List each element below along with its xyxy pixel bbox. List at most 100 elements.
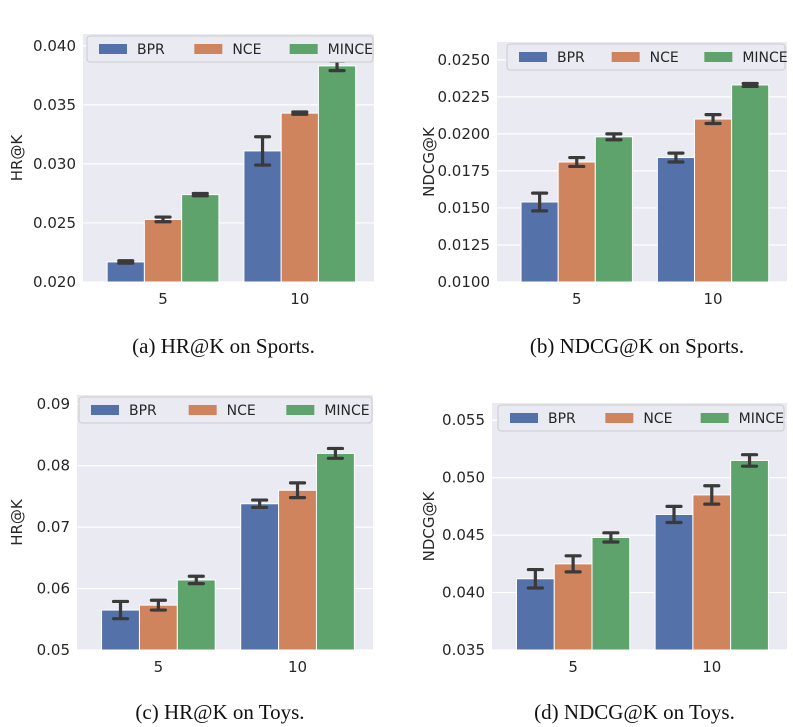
error-bar xyxy=(703,484,721,506)
error-bar xyxy=(111,599,130,621)
y-tick-label: 0.040 xyxy=(442,584,485,602)
chart-panel-0: 0.020 0.025 0.030 0.035 0.040 5 10 HR@K BPR NCE MI… xyxy=(8,34,374,358)
y-tick-label: 0.035 xyxy=(33,96,76,114)
x-tick-label: 5 xyxy=(572,290,582,308)
legend-box xyxy=(86,35,374,63)
y-tick-label: 0.05 xyxy=(37,641,70,659)
legend-label-bpr: BPR xyxy=(557,50,585,66)
legend-swatch-nce xyxy=(188,405,217,415)
error-bar xyxy=(187,574,205,586)
legend-swatch-bpr xyxy=(99,44,127,54)
bar-nce-10 xyxy=(280,112,319,283)
y-tick-label: 0.0100 xyxy=(438,273,491,291)
legend-label-nce: NCE xyxy=(232,42,261,58)
y-axis-label: NDCG@K xyxy=(420,490,438,561)
error-bar xyxy=(326,446,345,460)
bar-bpr-5 xyxy=(520,201,559,283)
panel-caption: (c) HR@K on Toys. xyxy=(135,700,304,724)
legend-label-nce: NCE xyxy=(643,411,672,427)
bar-mince-5 xyxy=(176,579,216,651)
bar-bpr-10 xyxy=(240,503,280,651)
bar-mince-5 xyxy=(591,536,631,651)
error-bar xyxy=(602,531,620,544)
bar-nce-5 xyxy=(557,161,596,283)
legend: BPR NCE MINCE xyxy=(497,404,785,432)
error-bar xyxy=(526,567,544,590)
y-tick-label: 0.08 xyxy=(37,457,70,475)
bar-bpr-10 xyxy=(243,150,282,283)
legend-swatch-nce xyxy=(194,44,223,54)
bar-nce-5 xyxy=(143,218,183,283)
y-tick-label: 0.06 xyxy=(37,580,70,598)
legend-label-mince: MINCE xyxy=(742,50,787,66)
chart-panel-1: 0.0100 0.0125 0.0150 0.0175 0.0200 0.0225 0.02… xyxy=(420,42,788,358)
y-tick-label: 0.045 xyxy=(442,526,485,544)
y-tick-label: 0.025 xyxy=(33,214,76,232)
legend: BPR NCE MINCE xyxy=(506,43,788,71)
x-tick-label: 10 xyxy=(704,290,723,308)
legend-label-mince: MINCE xyxy=(324,403,369,419)
y-tick-label: 0.040 xyxy=(33,37,76,55)
x-tick-label: 10 xyxy=(288,658,307,676)
y-axis-label: HR@K xyxy=(8,134,26,182)
panel-caption: (b) NDCG@K on Sports. xyxy=(530,334,744,358)
panel-caption: (a) HR@K on Sports. xyxy=(132,334,315,358)
y-tick-label: 0.035 xyxy=(442,641,485,659)
error-bar xyxy=(704,112,722,126)
error-bar xyxy=(564,554,582,574)
legend-swatch-bpr xyxy=(519,52,547,62)
bar-nce-5 xyxy=(553,563,593,651)
error-bar xyxy=(665,504,683,525)
x-tick-label: 5 xyxy=(568,658,578,676)
error-bar xyxy=(253,135,272,167)
bar-mince-10 xyxy=(731,84,770,283)
bar-mince-5 xyxy=(181,194,220,283)
y-tick-label: 0.030 xyxy=(33,155,76,173)
legend-swatch-mince xyxy=(289,44,318,54)
legend-label-mince: MINCE xyxy=(328,42,373,58)
panel-caption: (d) NDCG@K on Toys. xyxy=(534,700,735,724)
legend-box xyxy=(506,43,786,71)
legend-label-bpr: BPR xyxy=(129,403,157,419)
legend-swatch-nce xyxy=(611,52,640,62)
bar-bpr-10 xyxy=(654,513,694,651)
legend-swatch-bpr xyxy=(510,413,538,423)
bar-mince-10 xyxy=(730,459,769,651)
y-tick-label: 0.050 xyxy=(442,469,485,487)
legend-swatch-bpr xyxy=(91,405,119,415)
legend-label-mince: MINCE xyxy=(739,411,784,427)
x-tick-label: 10 xyxy=(702,658,721,676)
y-tick-label: 0.0125 xyxy=(438,236,491,254)
y-axis-label: NDCG@K xyxy=(420,126,438,197)
x-tick-label: 5 xyxy=(158,290,168,308)
error-bar xyxy=(667,151,685,164)
y-tick-label: 0.020 xyxy=(33,273,76,291)
error-bar xyxy=(154,215,172,224)
y-tick-label: 0.0225 xyxy=(438,88,491,106)
error-bar xyxy=(568,155,586,169)
error-bar xyxy=(741,81,759,89)
legend-label-nce: NCE xyxy=(227,403,256,419)
bar-mince-5 xyxy=(594,136,633,283)
error-bar xyxy=(117,259,135,265)
y-tick-label: 0.055 xyxy=(442,411,485,429)
error-bar xyxy=(251,498,269,510)
bar-nce-10 xyxy=(693,118,733,283)
bar-nce-10 xyxy=(278,489,317,651)
legend: BPR NCE MINCE xyxy=(86,35,374,63)
y-tick-label: 0.07 xyxy=(37,518,70,536)
legend-box xyxy=(497,404,785,432)
error-bar xyxy=(191,191,209,198)
bar-mince-10 xyxy=(317,65,357,283)
bar-bpr-5 xyxy=(515,578,555,651)
error-bar xyxy=(288,481,307,500)
bar-nce-5 xyxy=(138,604,178,651)
legend-label-nce: NCE xyxy=(650,50,679,66)
bar-bpr-10 xyxy=(656,157,695,283)
y-tick-label: 0.0250 xyxy=(438,51,491,69)
error-bar xyxy=(531,191,549,213)
y-tick-label: 0.0150 xyxy=(438,199,491,217)
error-bar xyxy=(605,132,623,142)
bar-mince-10 xyxy=(315,452,355,651)
